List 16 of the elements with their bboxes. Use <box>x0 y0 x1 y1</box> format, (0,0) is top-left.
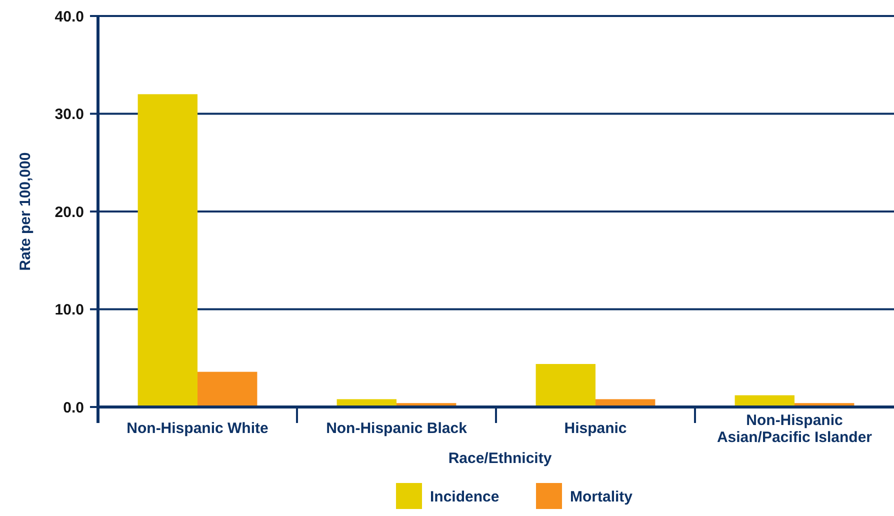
legend-label: Mortality <box>570 488 634 506</box>
x-tick-label: Hispanic <box>564 420 627 437</box>
x-tick-label: Non-Hispanic Black <box>326 420 468 437</box>
y-tick-label: 40.0 <box>54 8 84 26</box>
bar <box>536 364 596 407</box>
legend-label: Incidence <box>430 488 500 506</box>
x-tick-label: Non-Hispanic White <box>126 420 268 437</box>
bar <box>138 94 198 407</box>
y-tick-label: 20.0 <box>54 204 84 221</box>
y-axis-title: Rate per 100,000 <box>17 152 34 271</box>
x-axis-title: Race/Ethnicity <box>448 450 552 467</box>
y-tick-label: 0.0 <box>63 399 84 416</box>
bar <box>198 372 258 407</box>
x-tick-label: Non-Hispanic Asian/Pacific Islander <box>716 412 872 446</box>
y-tick-label: 30.0 <box>54 106 84 123</box>
y-tick-label: 10.0 <box>54 302 84 318</box>
